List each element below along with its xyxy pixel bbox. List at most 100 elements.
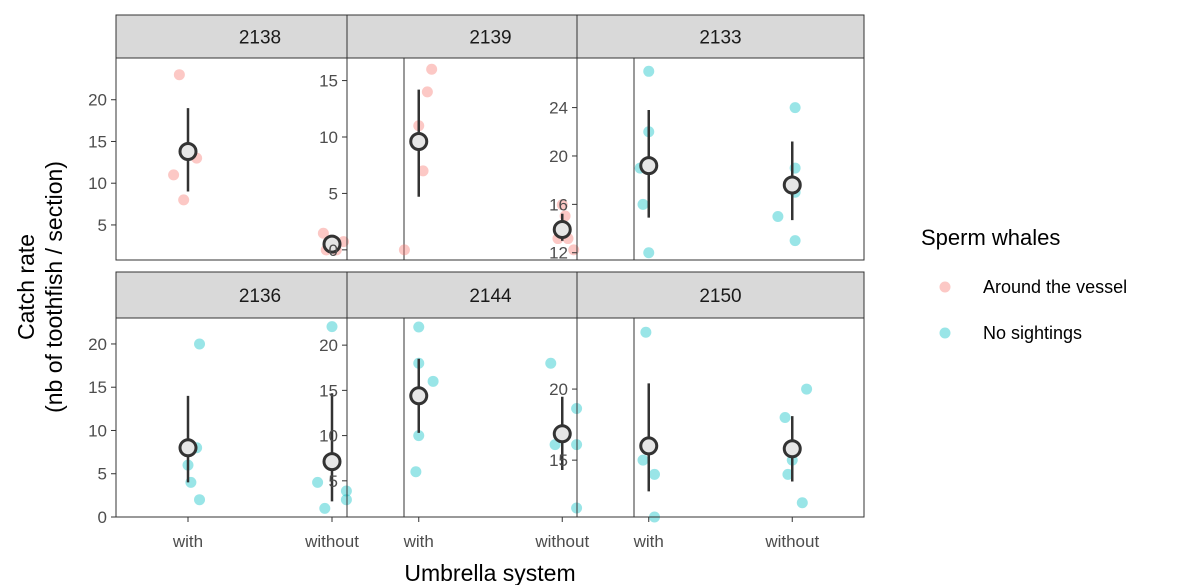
legend-key <box>939 281 951 293</box>
y-tick-label: 15 <box>88 132 107 151</box>
x-axis-title: Umbrella system <box>404 560 575 585</box>
y-tick-label: 15 <box>319 381 338 400</box>
mean-point <box>409 132 429 152</box>
data-point <box>779 412 791 423</box>
data-point <box>178 194 190 206</box>
y-tick-label: 15 <box>319 72 338 91</box>
y-tick-label: 0 <box>98 508 107 527</box>
data-point <box>410 466 422 478</box>
y-tick-label: 5 <box>98 216 107 235</box>
y-tick-label: 10 <box>88 421 107 440</box>
data-point <box>168 169 180 181</box>
y-tick-label: 10 <box>88 174 107 193</box>
data-point <box>556 199 568 211</box>
x-tick-label: with <box>403 532 434 551</box>
data-point <box>340 494 352 506</box>
legend-label: No sightings <box>983 323 1082 343</box>
panel-border <box>576 317 865 518</box>
y-tick-label: 5 <box>329 472 338 491</box>
mean-point <box>178 438 198 458</box>
y-tick-label: 20 <box>549 380 568 399</box>
facet-strip <box>576 271 865 319</box>
mean-point <box>552 220 572 240</box>
data-point <box>317 227 329 239</box>
y-tick-label: 0 <box>329 241 338 260</box>
data-point <box>326 321 338 333</box>
x-tick-label: without <box>764 532 819 551</box>
facet-strip <box>576 14 865 59</box>
y-tick-label: 20 <box>319 336 338 355</box>
data-point <box>648 468 660 480</box>
y-tick-label: 10 <box>319 128 338 147</box>
y-tick-label: 12 <box>549 244 568 263</box>
facet-2133: 2133 12 16 20 24 <box>549 14 865 263</box>
mean-point <box>322 234 342 254</box>
data-point <box>426 63 438 75</box>
facet-strip-label: 2133 <box>699 28 741 49</box>
mean-point <box>409 386 429 406</box>
data-point <box>340 485 352 497</box>
y-tick-label: 10 <box>319 427 338 446</box>
data-point <box>643 247 655 259</box>
data-point <box>421 86 433 98</box>
panel-border <box>115 317 405 518</box>
data-point <box>637 454 649 466</box>
mean-point <box>782 439 802 459</box>
facet-2150: 2150 15 20 with without <box>549 271 865 551</box>
y-tick-label: 24 <box>549 99 568 118</box>
data-point <box>789 102 801 114</box>
y-axis-title-line: (nb of toothfish / section) <box>41 161 67 413</box>
legend: Sperm whales Around the vessel No sighting… <box>921 225 1127 343</box>
y-axis-title-line: Catch rate <box>13 234 39 340</box>
legend-title: Sperm whales <box>921 225 1060 250</box>
data-point <box>643 65 655 77</box>
data-point <box>427 375 439 387</box>
data-point <box>782 468 794 480</box>
y-tick-label: 16 <box>549 195 568 214</box>
data-point <box>545 357 557 369</box>
data-point <box>789 235 801 247</box>
mean-point <box>178 141 198 161</box>
panel-border <box>346 317 635 518</box>
data-point <box>194 494 206 506</box>
y-tick-label: 20 <box>88 91 107 110</box>
mean-point <box>782 175 802 195</box>
data-point <box>413 321 425 333</box>
data-point <box>194 338 206 350</box>
facet-strip-label: 2138 <box>239 28 281 49</box>
y-tick-label: 5 <box>98 465 107 484</box>
x-tick-label: without <box>534 532 589 551</box>
mean-point <box>552 424 572 444</box>
y-tick-label: 20 <box>88 335 107 354</box>
data-point <box>312 476 324 488</box>
data-point <box>801 383 813 395</box>
x-tick-label: with <box>633 532 664 551</box>
data-point <box>173 69 185 81</box>
facet-strip-label: 2139 <box>469 28 511 49</box>
data-point <box>417 165 429 177</box>
y-tick-label: 15 <box>549 451 568 470</box>
facet-strip-label: 2150 <box>699 286 741 307</box>
y-tick-label: 15 <box>88 378 107 397</box>
data-point <box>413 430 425 442</box>
data-point <box>319 502 331 514</box>
mean-point <box>322 452 342 472</box>
mean-point <box>639 436 659 456</box>
x-tick-label: without <box>304 532 359 551</box>
data-point <box>796 497 808 509</box>
legend-label: Around the vessel <box>983 277 1127 297</box>
panel-border <box>346 57 635 261</box>
legend-key <box>939 327 951 339</box>
data-point <box>772 210 784 222</box>
data-point <box>640 326 652 338</box>
panel-border <box>576 57 865 261</box>
y-tick-label: 5 <box>329 184 338 203</box>
x-tick-label: with <box>172 532 203 551</box>
panel-border <box>115 57 405 261</box>
data-point <box>637 198 649 210</box>
y-tick-label: 20 <box>549 147 568 166</box>
facet-strip-label: 2136 <box>239 286 281 307</box>
data-point <box>568 244 580 256</box>
y-axis-title: Catch rate(nb of toothfish / section) <box>13 161 67 413</box>
